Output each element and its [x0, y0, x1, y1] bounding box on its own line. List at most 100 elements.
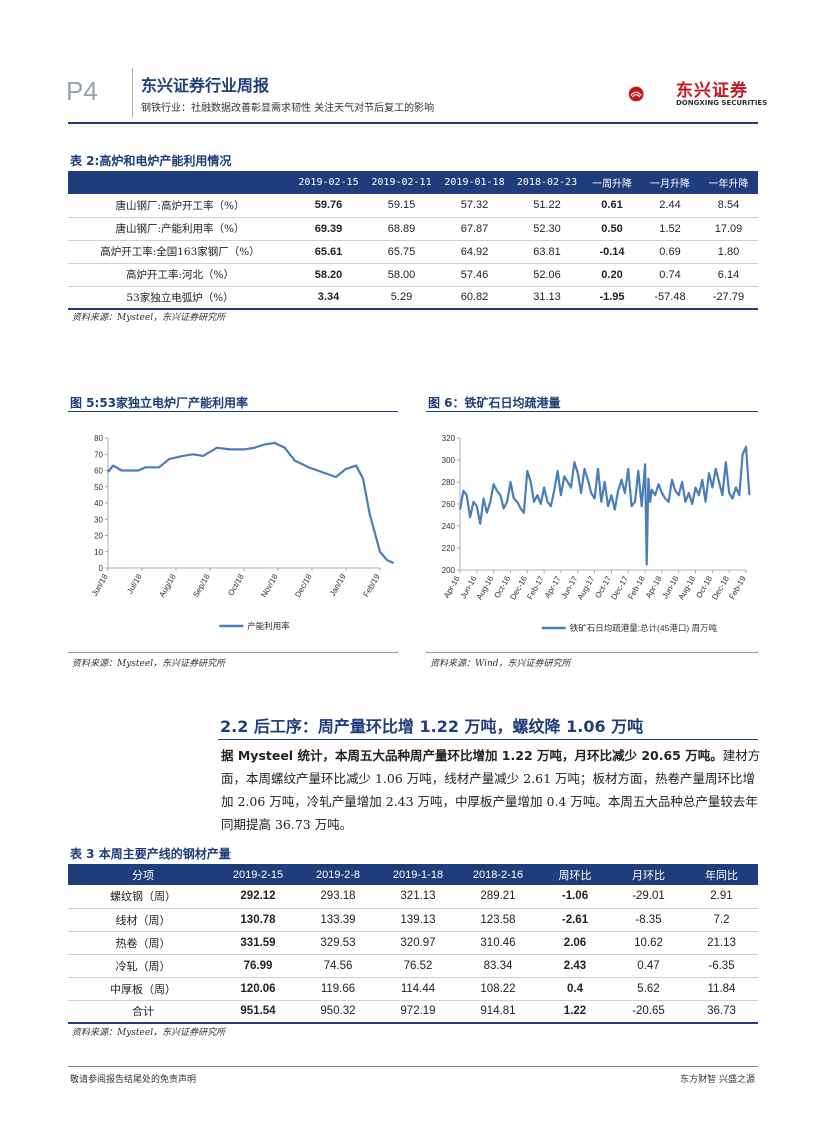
table-cell: 36.73: [707, 1005, 736, 1018]
y-tick-label: 220: [442, 544, 456, 553]
row-label: 中厚板（周）: [110, 982, 176, 996]
table-cell: 51.22: [533, 199, 561, 212]
row-label: 螺纹钢（周）: [110, 890, 176, 904]
x-tick-label: Jun/18: [90, 572, 110, 598]
x-tick-label: Sep/18: [191, 572, 212, 599]
y-tick-label: 280: [442, 478, 456, 487]
x-tick-label: Aug-16: [475, 574, 496, 601]
table-row: 合计 951.54 950.32 972.19 914.81 1.22 -20.65 36.7…: [68, 1000, 758, 1023]
table-cell: 76.52: [403, 959, 433, 972]
table-cell: -20.65: [632, 1005, 665, 1018]
table-cell: 7.2: [713, 913, 730, 926]
chart6-caption-rule: [426, 411, 758, 412]
chart5-caption: 图 5:53家独立电炉厂产能利用率: [70, 396, 249, 410]
table-cell: 329.53: [320, 936, 356, 949]
row-label: 高炉开工率:全国163家钢厂（%）: [100, 246, 260, 258]
chart5-caption-rule: [68, 411, 398, 412]
table3: 分项 2019-2-15 2019-2-8 2019-1-18 2018-2-1…: [68, 864, 758, 1024]
chart5-source: 资料来源：Mysteel，东兴证券研究所: [72, 659, 226, 669]
row-label: 唐山钢厂:高炉开工率（%）: [115, 199, 245, 212]
table-cell: 320.97: [400, 936, 436, 949]
table2-col-3: 2019-01-18: [444, 177, 505, 188]
table3-source: 资料来源：Mysteel，东兴证券研究所: [72, 1028, 226, 1038]
table-cell: 133.39: [320, 913, 356, 926]
table-cell: 2.44: [659, 199, 681, 212]
table-cell: 74.56: [323, 959, 353, 972]
section-title: 2.2 后工序：周产量环比增 1.22 万吨，螺纹降 1.06 万吨: [220, 717, 644, 736]
table-cell: -6.35: [708, 959, 735, 972]
table-cell: 0.50: [601, 222, 623, 235]
table-cell: -29.01: [632, 890, 665, 903]
table-row: 唐山钢厂:产能利用率（%） 69.39 68.89 67.87 52.30 0.50 1.5…: [68, 217, 758, 240]
x-tick-label: Dec/18: [293, 572, 314, 599]
table3-caption: 表 3 本周主要产线的钢材产量: [70, 847, 231, 861]
table-cell: 114.44: [400, 982, 436, 995]
table2-col-4: 2018-02-23: [516, 177, 578, 188]
table-cell: -1.06: [561, 890, 589, 903]
table2-col-5: 一周升降: [592, 179, 632, 190]
y-tick-label: 10: [94, 548, 103, 557]
table-cell: 52.06: [533, 268, 561, 281]
series-line: [107, 441, 395, 565]
table2-col-0: [68, 171, 292, 194]
table-cell: 21.13: [707, 936, 736, 949]
table-cell: -27.79: [712, 291, 745, 304]
table3-col-0: 分项: [132, 869, 154, 882]
table-cell: 65.75: [387, 245, 416, 258]
table-cell: 120.06: [240, 982, 276, 995]
y-tick-label: 80: [94, 434, 103, 443]
table-cell: 108.22: [480, 982, 516, 995]
table-cell: 951.54: [240, 1005, 276, 1018]
table-row: 高炉开工率:全国163家钢厂（%） 65.61 65.75 64.92 63.81 -0.…: [68, 240, 758, 263]
table-cell: 57.32: [460, 199, 489, 212]
table-cell: 65.61: [314, 245, 343, 258]
table-row: 唐山钢厂:高炉开工率（%） 59.76 59.15 57.32 51.22 0.61 2.4…: [68, 194, 758, 217]
table-cell: 17.09: [714, 222, 743, 235]
row-label: 合计: [132, 1005, 154, 1019]
table3-col-3: 2019-1-18: [392, 868, 444, 881]
table3-col-5: 周环比: [558, 869, 592, 882]
table-cell: 83.34: [483, 959, 513, 972]
x-tick-label: Feb-18: [626, 574, 647, 601]
table-row: 53家独立电弧炉（%） 3.34 5.29 60.82 31.13 -1.95 -57.48…: [68, 286, 758, 309]
y-tick-label: 240: [442, 522, 456, 531]
logo-english: DONGXING SECURITIES: [676, 99, 768, 107]
table-cell: 58.00: [387, 268, 416, 281]
table-cell: 950.32: [320, 1005, 356, 1018]
y-tick-label: 30: [94, 515, 103, 524]
table-cell: 119.66: [320, 982, 356, 995]
x-tick-label: Feb-17: [525, 574, 546, 601]
x-tick-label: Aug-18: [677, 574, 698, 601]
y-tick-label: 260: [442, 500, 456, 509]
x-tick-label: Jul/18: [125, 572, 144, 595]
table-cell: 914.81: [480, 1005, 516, 1018]
logo-text: 东兴证券: [676, 81, 748, 101]
section-body: 建材方面，本周螺纹产量环比减少 1.06 万吨，线材产量减少 2.61 万吨；板…: [221, 748, 761, 832]
header-rule: [68, 122, 758, 124]
table3-col-4: 2018-2-16: [472, 868, 524, 881]
table-cell: 310.46: [480, 936, 516, 949]
footer-slogan: 东方财智 兴盛之源: [680, 1075, 755, 1085]
table-cell: 0.69: [659, 245, 681, 258]
table-cell: 2.43: [563, 959, 587, 972]
table-cell: 130.78: [240, 913, 276, 926]
table-cell: 64.92: [460, 245, 489, 258]
table2-header: 2019-02-15 2019-02-11 2019-01-18 2018-02…: [68, 171, 758, 194]
table-cell: -2.61: [561, 913, 589, 926]
header-divider: [132, 68, 133, 118]
y-tick-label: 200: [442, 566, 456, 575]
table-cell: 31.13: [533, 291, 561, 304]
table-cell: 59.15: [387, 199, 416, 212]
table-cell: 5.29: [390, 291, 413, 304]
row-label: 高炉开工率:河北（%）: [125, 269, 234, 281]
page-number: P4: [66, 76, 98, 106]
row-label: 热卷（周）: [115, 936, 171, 950]
section-lead: 据 Mysteel 统计，本周五大品种周产量环比增加 1.22 万吨，月环比减少…: [221, 748, 723, 763]
table-cell: 5.62: [637, 982, 660, 995]
table-cell: 11.84: [707, 982, 736, 995]
table-cell: -1.95: [599, 291, 625, 304]
table-cell: 289.21: [480, 890, 516, 903]
table-cell: 0.47: [637, 959, 660, 972]
legend-label: 产能利用率: [247, 621, 290, 631]
table3-col-7: 年同比: [705, 869, 738, 882]
